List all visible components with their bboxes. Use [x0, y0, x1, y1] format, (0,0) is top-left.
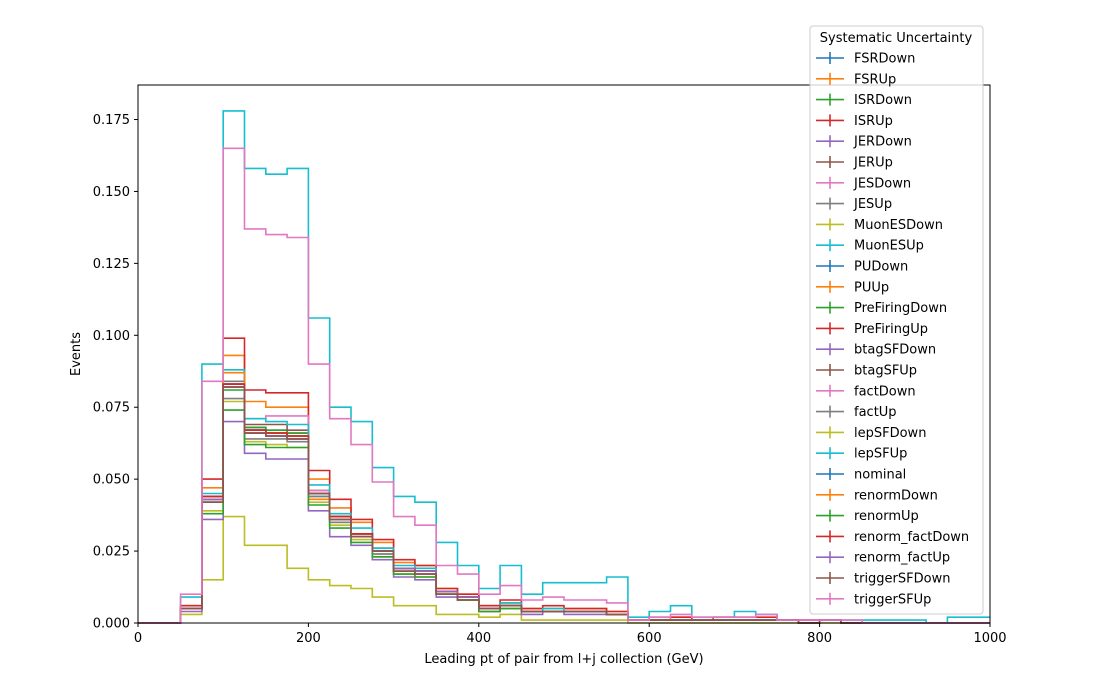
y-tick-label: 0.075	[93, 401, 130, 416]
legend-label: PreFiringUp	[854, 322, 928, 337]
legend-box	[809, 25, 984, 615]
legend-label: PreFiringDown	[854, 301, 947, 316]
y-tick-label: 0.100	[93, 329, 130, 344]
legend-label: MuonESUp	[854, 239, 924, 254]
legend-entry-nominal: nominal	[816, 468, 906, 483]
legend-label: JERDown	[853, 135, 912, 150]
legend-title: Systematic Uncertainty	[820, 31, 973, 46]
legend-entry-PreFiringDown: PreFiringDown	[816, 301, 947, 316]
legend-entry-ISRUp: ISRUp	[816, 114, 893, 129]
legend-entry-triggerSFUp: triggerSFUp	[816, 592, 931, 607]
legend-label: renormDown	[854, 488, 938, 503]
legend-entry-renormUp: renormUp	[816, 509, 919, 524]
legend-entry-btagSFUp: btagSFUp	[816, 364, 917, 379]
legend-entry-PUUp: PUUp	[816, 280, 889, 295]
y-axis-label: Events	[69, 332, 84, 376]
legend-label: factUp	[854, 405, 897, 420]
legend-label: PUDown	[854, 260, 908, 275]
legend-label: renorm_factUp	[854, 551, 950, 566]
x-tick-label: 200	[296, 631, 321, 646]
legend-entry-MuonESDown: MuonESDown	[816, 218, 943, 233]
x-tick-label: 0	[134, 631, 142, 646]
legend-label: FSRDown	[854, 52, 915, 67]
y-axis: 0.000 0.025 0.050 0.075 0.100 0.125 0.150 0.175	[93, 113, 138, 632]
legend-label: lepSFUp	[854, 447, 907, 462]
legend-entry-FSRUp: FSRUp	[816, 72, 896, 87]
y-tick-label: 0.000	[93, 617, 130, 632]
legend-entry-renorm_factDown: renorm_factDown	[816, 530, 969, 545]
x-tick-label: 600	[637, 631, 662, 646]
legend-entry-FSRDown: FSRDown	[816, 52, 915, 67]
legend-label: triggerSFUp	[854, 592, 931, 607]
legend-label: triggerSFDown	[854, 572, 950, 587]
legend-entry-factDown: factDown	[816, 384, 916, 399]
x-tick-label: 1000	[973, 631, 1006, 646]
legend-entry-JERDown: JERDown	[816, 135, 912, 150]
legend-label: JERUp	[853, 156, 893, 171]
legend-label: renormUp	[854, 509, 919, 524]
legend-label: btagSFUp	[854, 364, 917, 379]
y-tick-label: 0.175	[93, 113, 130, 128]
legend-label: MuonESDown	[854, 218, 943, 233]
legend-entry-lepSFDown: lepSFDown	[816, 426, 926, 441]
y-tick-label: 0.125	[93, 257, 130, 272]
legend-label: JESUp	[853, 197, 892, 212]
legend-entry-triggerSFDown: triggerSFDown	[816, 572, 950, 587]
x-axis: 0 200 400 600 800 1000	[134, 623, 1007, 646]
legend-label: ISRDown	[854, 93, 912, 108]
legend-label: PUUp	[854, 280, 889, 295]
legend-entry-ISRDown: ISRDown	[816, 93, 912, 108]
x-tick-label: 400	[466, 631, 491, 646]
legend-entry-PUDown: PUDown	[816, 260, 908, 275]
legend-entry-PreFiringUp: PreFiringUp	[816, 322, 928, 337]
legend-entry-btagSFDown: btagSFDown	[816, 343, 936, 358]
legend-entry-MuonESUp: MuonESUp	[816, 239, 924, 254]
series-triggerSFUp-step	[138, 147, 990, 624]
legend-label: JESDown	[853, 176, 911, 191]
y-tick-label: 0.025	[93, 545, 130, 560]
axes-frame	[137, 84, 991, 624]
x-tick-label: 800	[807, 631, 832, 646]
legend-label: renorm_factDown	[854, 530, 969, 545]
legend-items: FSRDown FSRUp ISRDown ISRUp JERDown JERUp JESD…	[816, 52, 969, 607]
legend-entry-JESDown: JESDown	[816, 176, 911, 191]
legend-label: ISRUp	[854, 114, 893, 129]
legend-entry-lepSFUp: lepSFUp	[816, 447, 907, 462]
legend-entry-JERUp: JERUp	[816, 156, 893, 171]
legend-label: nominal	[854, 468, 906, 483]
legend-entry-factUp: factUp	[816, 405, 897, 420]
legend-label: btagSFDown	[854, 343, 936, 358]
y-tick-label: 0.050	[93, 473, 130, 488]
x-axis-label: Leading pt of pair from l+j collection (…	[424, 652, 703, 667]
legend-label: lepSFDown	[854, 426, 926, 441]
legend-entry-renormDown: renormDown	[816, 488, 938, 503]
legend-label: factDown	[854, 384, 916, 399]
legend-entry-JESUp: JESUp	[816, 197, 892, 212]
legend: Systematic Uncertainty FSRDown FSRUp ISRDo…	[809, 25, 984, 615]
y-tick-label: 0.150	[93, 185, 130, 200]
legend-entry-renorm_factUp: renorm_factUp	[816, 551, 950, 566]
legend-label: FSRUp	[854, 72, 896, 87]
